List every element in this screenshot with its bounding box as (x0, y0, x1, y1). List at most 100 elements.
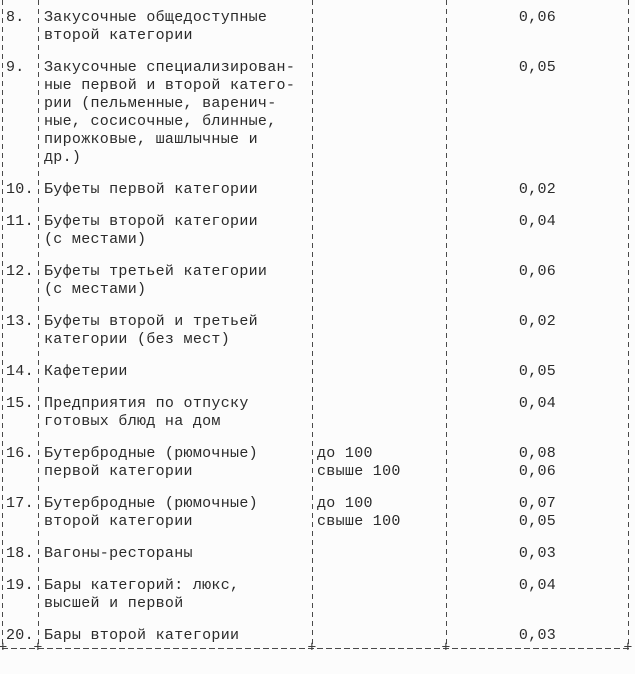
coefficient-value-cell: 0,03 (446, 627, 629, 645)
text-line: 0,03 (518, 627, 557, 644)
text-line: до 100 (317, 445, 373, 462)
row-number-cell: 15. (6, 395, 34, 412)
border-junction: + (441, 639, 451, 657)
establishment-name-cell: Бары категорий: люкс, высшей и первой (38, 577, 312, 613)
text-line: до 100 (317, 495, 373, 512)
coefficient-value-cell: 0,02 (446, 313, 629, 331)
coefficient-value-cell: 0,06 (446, 9, 629, 27)
text-line: категории (без мест) (44, 331, 231, 348)
text-line: Буфеты второй и третьей (44, 313, 258, 330)
text-line: 0,02 (518, 313, 557, 330)
text-line: 0,05 (518, 513, 557, 530)
coefficient-value-cell: 0,02 (446, 181, 629, 199)
text-line: 0,03 (518, 545, 557, 562)
row-number-cell: 20. (6, 627, 34, 644)
text-line: Закусочные общедоступные (44, 9, 268, 26)
text-line: ные, сосисочные, блинные, (44, 113, 277, 130)
table-row: 11. Буфеты второй категории (с местами) 0… (2, 213, 629, 249)
establishment-name-cell: Вагоны-рестораны (38, 545, 312, 563)
column-divider-number (38, 0, 39, 649)
text-line: свыше 100 (317, 463, 401, 480)
text-line: 0,06 (518, 263, 557, 280)
coefficient-value-cell: 0,05 (446, 59, 629, 77)
table-row: 8. Закусочные общедоступные второй катего… (2, 9, 629, 45)
text-line: 0,07 (518, 495, 557, 512)
text-line: 0,04 (518, 395, 557, 412)
row-number-cell: 11. (6, 213, 34, 230)
establishment-name-cell: Бутербродные (рюмочные) первой категории (38, 445, 312, 481)
table-body: 8. Закусочные общедоступные второй катего… (2, 0, 629, 645)
text-line: Бутербродные (рюмочные) (44, 445, 258, 462)
table-row: 12. Буфеты третьей категории (с местами) … (2, 263, 629, 299)
coefficient-value-cell: 0,04 (446, 395, 629, 413)
border-junction: + (307, 639, 317, 657)
row-number-cell: 18. (6, 545, 34, 562)
table-row: 15. Предприятия по отпуску готовых блюд н… (2, 395, 629, 431)
text-line: 0,05 (518, 363, 557, 380)
text-line: Бутербродные (рюмочные) (44, 495, 258, 512)
row-number-cell: 16. (6, 445, 34, 462)
row-number-cell: 14. (6, 363, 34, 380)
table-bottom-border: + + + + + (0, 641, 632, 656)
coefficient-value-cell: 0,03 (446, 545, 629, 563)
establishment-name-cell: Закусочные специализирован-ные первой и … (38, 59, 312, 167)
column-divider-capacity (446, 0, 447, 649)
row-number-cell: 13. (6, 313, 34, 330)
text-line: Бары второй категории (44, 627, 240, 644)
text-line: 0,08 (518, 445, 557, 462)
coefficient-value-cell: 0,06 (446, 263, 629, 281)
establishment-name-cell: Бутербродные (рюмочные) второй категории (38, 495, 312, 531)
table-row: 17. Бутербродные (рюмочные) второй катего… (2, 495, 629, 531)
establishment-name-cell: Буфеты второй категории (с местами) (38, 213, 312, 249)
text-line: пирожковые, шашлычные и (44, 131, 258, 148)
table-row: 20. Бары второй категории 0,03 (2, 627, 629, 645)
coefficient-value-cell: 0,08 0,06 (446, 445, 629, 481)
capacity-cell: до 100 свыше 100 (312, 445, 446, 481)
text-line: ные первой и второй катего- (44, 77, 296, 94)
border-junction: + (0, 639, 8, 657)
row-number-cell: 19. (6, 577, 34, 594)
text-line: 0,05 (518, 59, 557, 76)
text-line: Предприятия по отпуску (44, 395, 249, 412)
coefficient-value-cell: 0,04 (446, 577, 629, 595)
text-line: Закусочные специализирован- (44, 59, 296, 76)
text-line: готовых блюд на дом (44, 413, 221, 430)
text-line: первой категории (44, 463, 193, 480)
table-row: 13. Буфеты второй и третьей категории (бе… (2, 313, 629, 349)
row-number-cell: 17. (6, 495, 34, 512)
row-number-cell: 10. (6, 181, 34, 198)
text-line: 0,04 (518, 577, 557, 594)
coefficient-value-cell: 0,07 0,05 (446, 495, 629, 531)
catering-coefficient-table: 8. Закусочные общедоступные второй катего… (0, 0, 632, 656)
text-line: второй категории (44, 27, 193, 44)
text-line: Вагоны-рестораны (44, 545, 193, 562)
establishment-name-cell: Закусочные общедоступные второй категории (38, 9, 312, 45)
text-line: Кафетерии (44, 363, 128, 380)
table-row: 10. Буфеты первой категории 0,02 (2, 181, 629, 199)
table-right-border (628, 0, 629, 649)
border-junction: + (33, 639, 43, 657)
text-line: Буфеты третьей категории (44, 263, 268, 280)
text-line: 0,06 (518, 9, 557, 26)
text-line: высшей и первой (44, 595, 184, 612)
establishment-name-cell: Буфеты третьей категории (с местами) (38, 263, 312, 299)
text-line: 0,04 (518, 213, 557, 230)
coefficient-value-cell: 0,04 (446, 213, 629, 231)
text-line: (с местами) (44, 281, 147, 298)
row-number-cell: 12. (6, 263, 34, 280)
row-number-cell: 9. (6, 59, 25, 76)
coefficient-value-cell: 0,05 (446, 363, 629, 381)
text-line: свыше 100 (317, 513, 401, 530)
text-line: 0,02 (518, 181, 557, 198)
establishment-name-cell: Бары второй категории (38, 627, 312, 645)
table-row: 19. Бары категорий: люкс, высшей и первой… (2, 577, 629, 613)
table-row: 18. Вагоны-рестораны 0,03 (2, 545, 629, 563)
capacity-cell: до 100 свыше 100 (312, 495, 446, 531)
text-line: Буфеты первой категории (44, 181, 258, 198)
establishment-name-cell: Буфеты первой категории (38, 181, 312, 199)
text-line: др.) (44, 149, 82, 166)
text-line: второй категории (44, 513, 193, 530)
row-number-cell: 8. (6, 9, 25, 26)
establishment-name-cell: Кафетерии (38, 363, 312, 381)
